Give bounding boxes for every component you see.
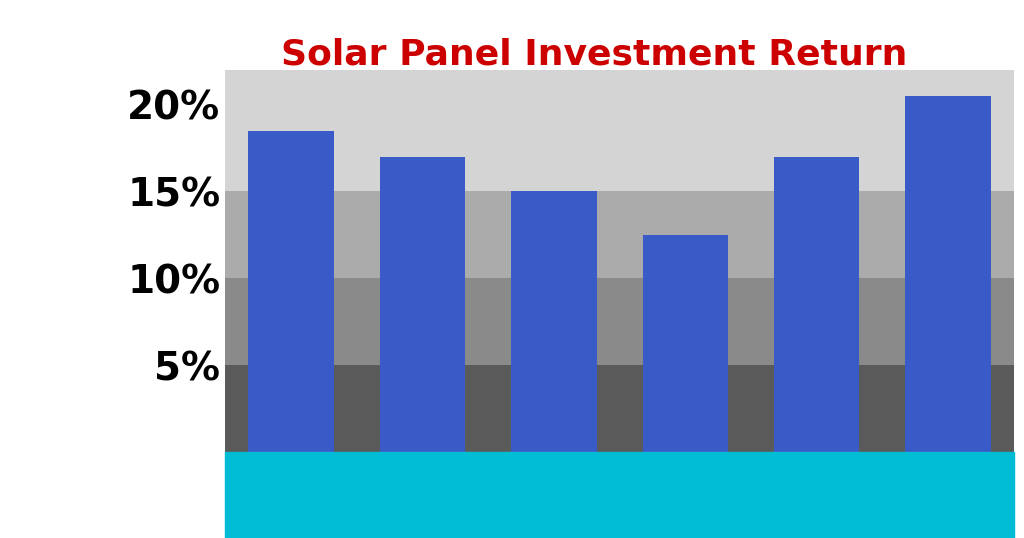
- Bar: [225, 192, 1014, 278]
- Bar: [225, 70, 1014, 192]
- Bar: [511, 192, 597, 452]
- Bar: [380, 157, 465, 452]
- Bar: [225, 365, 1014, 452]
- Bar: [248, 131, 334, 452]
- Text: Solar Panel Investment Return: Solar Panel Investment Return: [281, 38, 907, 72]
- Bar: [225, 278, 1014, 365]
- Bar: [905, 96, 991, 452]
- Bar: [642, 235, 728, 452]
- Bar: [774, 157, 859, 452]
